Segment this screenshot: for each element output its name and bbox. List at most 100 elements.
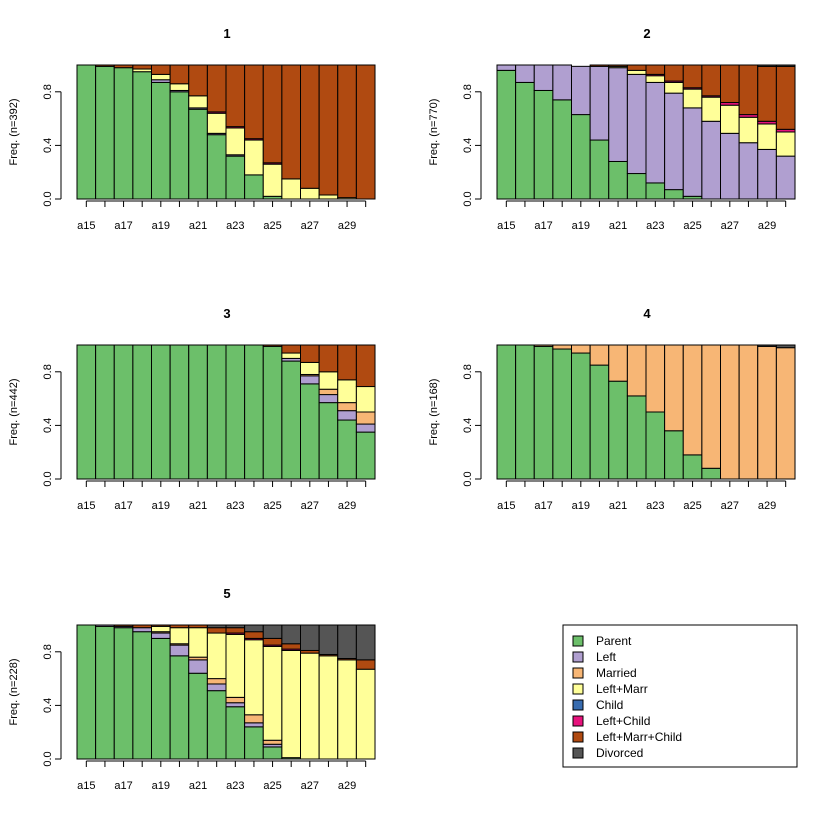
bar-segment [515,64,535,83]
bar-segment [95,64,115,67]
x-tick-label: a27 [301,220,319,232]
x-tick-label: a17 [534,220,552,232]
bar-segment [626,395,647,480]
bar-segment [355,344,376,388]
x-tick-label: a27 [301,780,319,792]
bar-segment [76,64,97,200]
bar-segment [262,645,283,741]
bar-segment [188,64,208,97]
bar-segment [355,64,376,200]
bar-segment [355,411,376,425]
panels: 1 Freq. (n=392) 0.0 0.4 0.8 a15 a17 a19 a21 a23 a2… [8,26,796,792]
bar-segment [626,344,647,397]
bar-segment [281,352,302,359]
bar-segment [337,344,357,381]
bar-segment [552,344,573,350]
bar-segment [626,64,647,71]
x-tick-label: a19 [152,780,170,792]
legend-swatch [572,651,584,663]
bar-segment [300,383,320,480]
y-axis-label: Freq. (n=168) [428,379,440,446]
bar-segment [355,423,376,433]
legend-swatch [572,635,584,647]
bar-segment [244,639,264,716]
bar-segment [355,431,376,480]
bar-segment [682,107,703,197]
y-tick-label: 0.8 [42,84,54,99]
bar-segment [281,344,302,354]
bar-segment [169,627,190,645]
bar-segment [169,624,190,629]
y-tick-label: 0.4 [462,138,474,153]
panel-4: 4 Freq. (n=168) 0.0 0.4 0.8 a15 a17 a19 a21 a23 a2… [428,306,796,512]
panel-1: 1 Freq. (n=392) 0.0 0.4 0.8 a15 a17 a19 a21 a23 a2… [8,26,376,232]
bar-segment [355,668,376,760]
bar-segment [337,659,357,760]
bar-segment [571,114,591,200]
bar-segment [626,69,647,75]
bar-segment [300,624,320,651]
bar-segment [645,64,666,75]
y-axis-label: Freq. (n=770) [428,99,440,166]
bar-segment [318,344,339,373]
bar-segment [738,142,759,200]
bar-segment [738,344,759,480]
bar-segment [608,160,628,200]
y-tick-label: 0.0 [42,191,54,206]
bar-segment [496,69,517,200]
bar-segment [262,624,283,639]
bar-segment [188,108,208,200]
x-tick-label: a21 [189,220,207,232]
bar-segment [757,148,777,200]
bar-segment [701,467,722,480]
bar-segment [244,722,264,728]
y-tick-label: 0.8 [462,364,474,379]
x-tick-label: a19 [152,220,170,232]
bar-segment [244,714,264,724]
bar-segment [355,659,376,670]
legend-swatch [572,731,584,743]
x-tick-label: a25 [683,220,701,232]
bar-segment [206,632,227,680]
bar-segment [225,127,246,156]
bar-segment [95,65,115,200]
y-tick-label: 0.4 [462,418,474,433]
bar-segment [225,706,246,760]
bar-segment [318,388,339,396]
x-tick-label: a21 [609,500,627,512]
bar-segment [552,348,573,480]
bar-segment [151,73,171,81]
panel-title: 2 [643,26,650,41]
bar-segment [169,344,190,480]
x-tick-label: a15 [77,500,95,512]
bar-segment [244,64,264,140]
bar-segment [95,344,115,480]
bar-segment [645,75,666,83]
bar-segment [589,65,610,141]
panel-5: 5 Freq. (n=228) 0.0 0.4 0.8 a15 a17 a19 a21 a23 a2… [8,586,376,792]
bar-segment [132,631,153,760]
bar-segment [701,96,722,122]
bar-segment [300,361,320,375]
x-tick-label: a25 [263,780,281,792]
panel-title: 1 [223,26,230,41]
x-tick-label: a27 [301,500,319,512]
bar-segment [701,120,722,200]
bar-segment [318,655,339,760]
y-tick-label: 0.4 [42,138,54,153]
bar-segment [533,64,554,91]
bar-segment [113,344,134,480]
panel-title: 3 [223,306,230,321]
bar-segment [169,83,190,91]
bar-segment [300,652,320,760]
bar-segment [206,64,227,113]
bar-segment [757,345,777,480]
y-tick-label: 0.0 [462,191,474,206]
panel-title: 4 [643,306,651,321]
x-tick-label: a17 [114,500,132,512]
bar-segment [571,344,591,354]
x-tick-label: a23 [646,500,664,512]
x-tick-label: a17 [114,220,132,232]
bar-segment [262,637,283,646]
